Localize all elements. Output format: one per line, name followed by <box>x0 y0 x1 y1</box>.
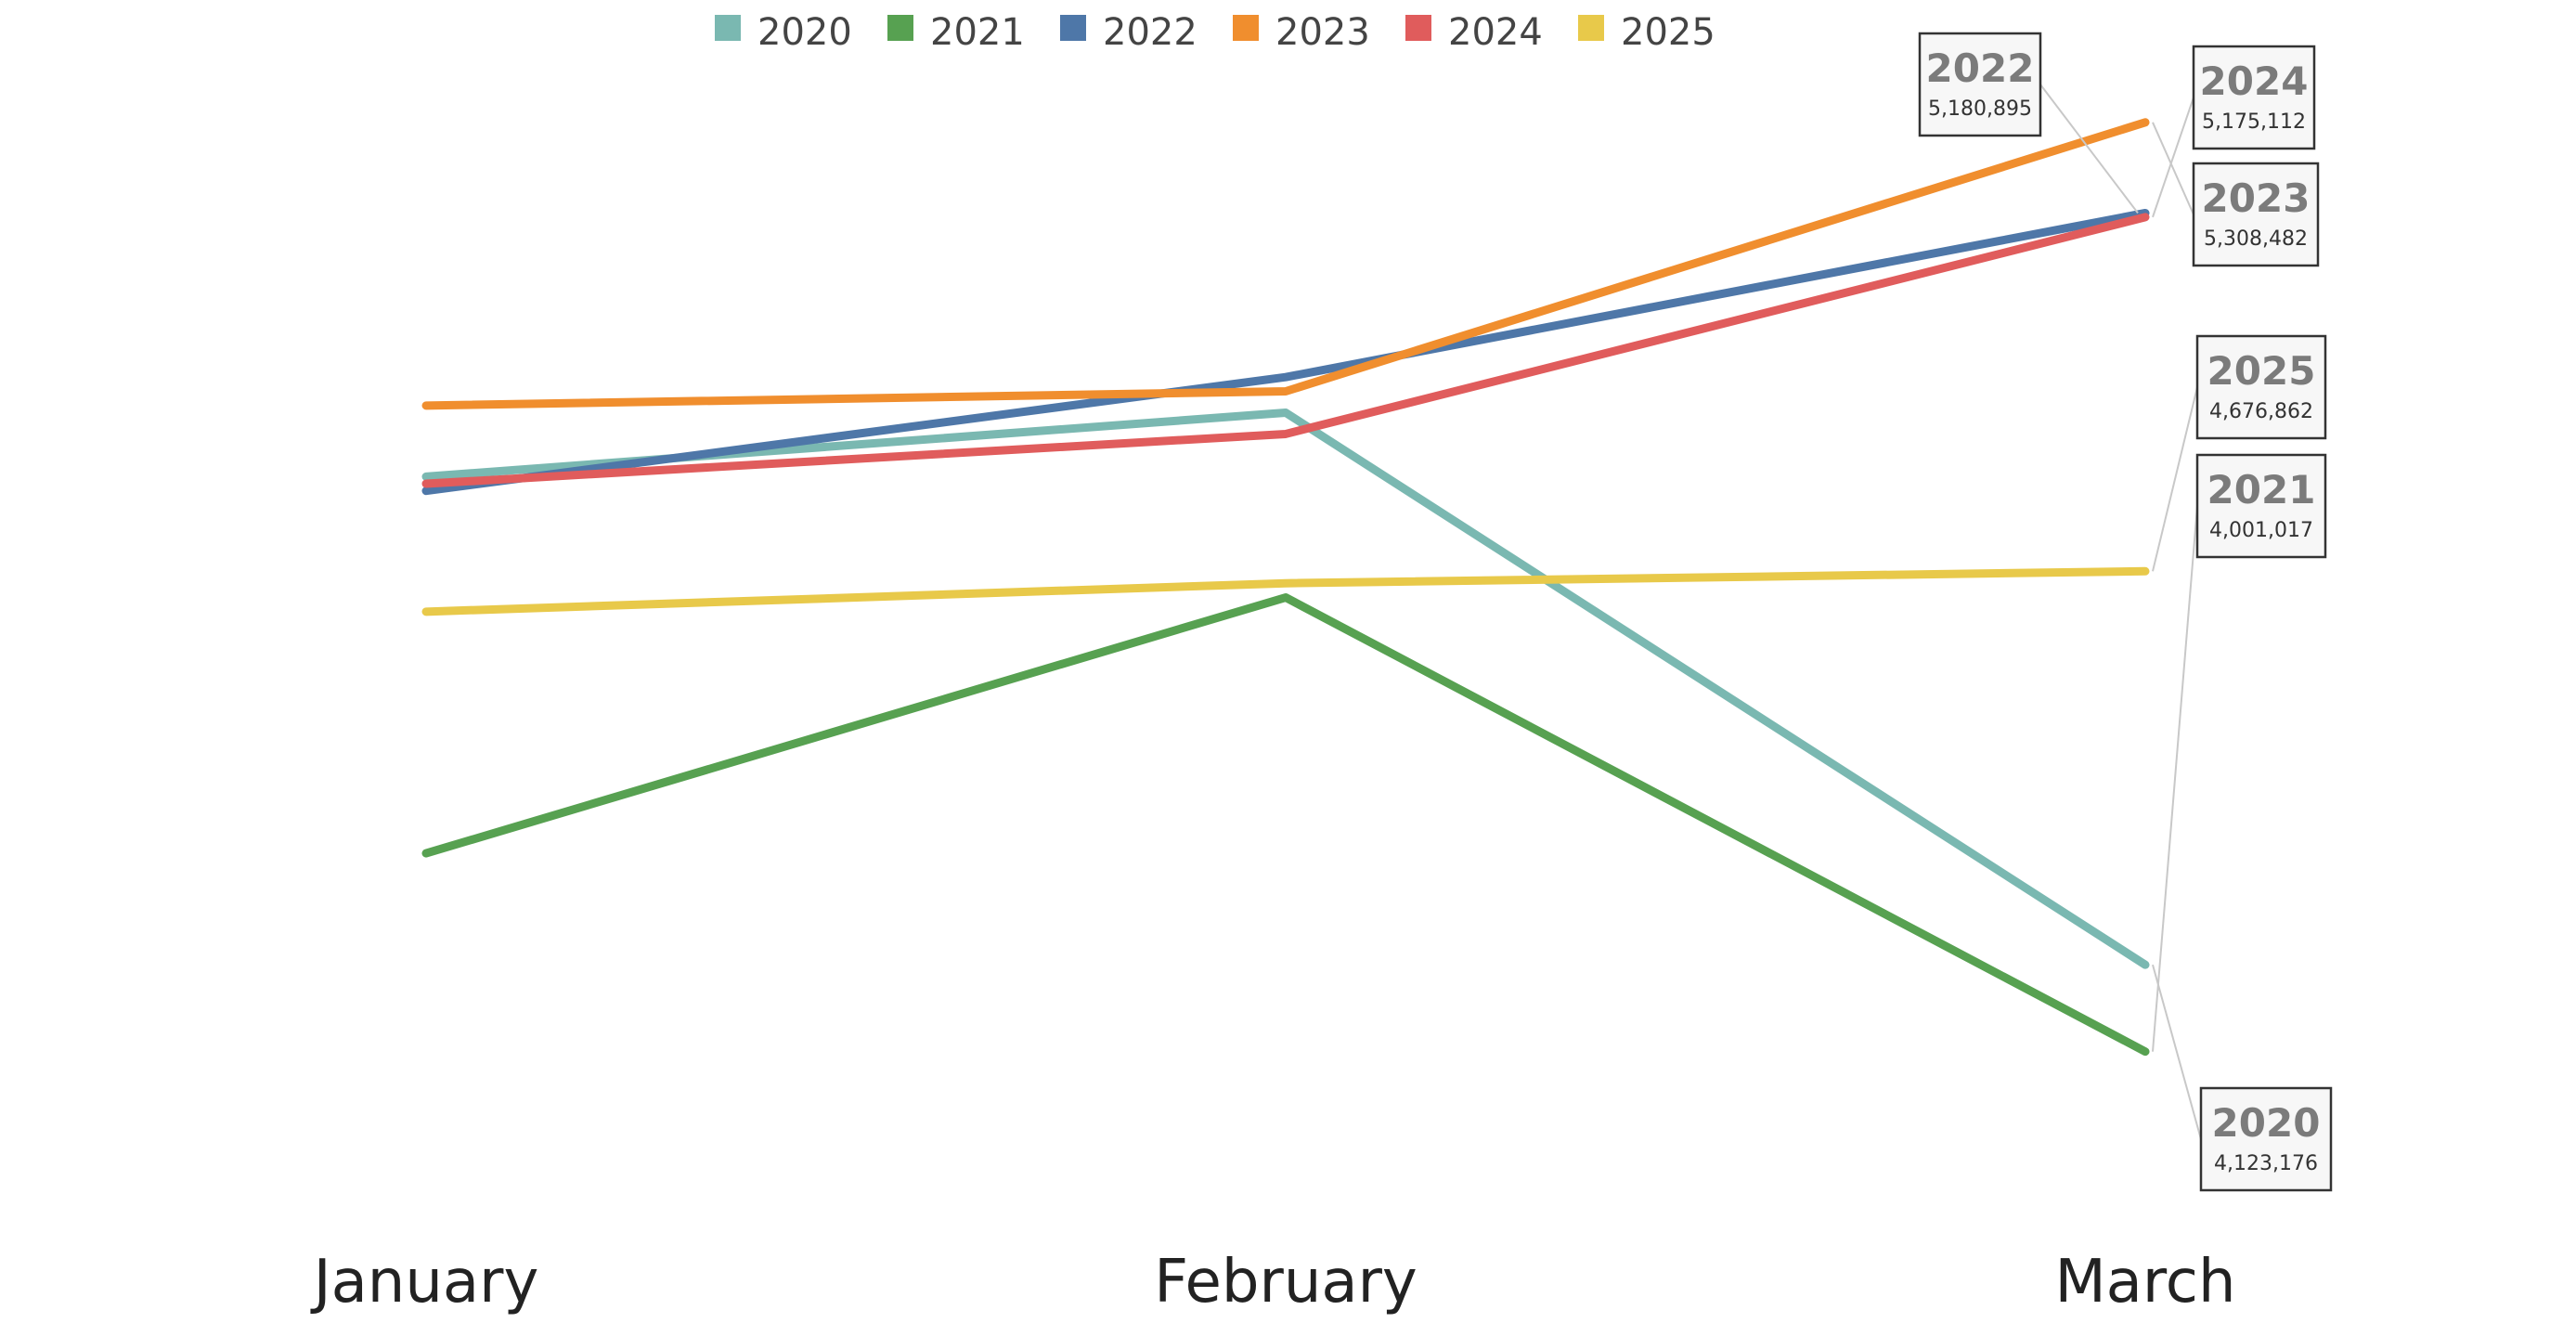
callout-2022: 2022 5,180,895 <box>1918 32 2042 137</box>
series-line-2025 <box>421 566 2150 616</box>
legend: 2020 2021 2022 2023 2024 2025 <box>715 11 1715 54</box>
callout-box <box>2195 453 2327 559</box>
callout-2021: 2021 4,001,017 <box>2195 453 2327 559</box>
legend-label: 2022 <box>1103 11 1197 54</box>
legend-item-2025: 2025 <box>1578 11 1715 54</box>
legend-swatch <box>1578 15 1604 41</box>
callout-box <box>1918 32 2042 137</box>
callout-2025: 2025 4,676,862 <box>2195 334 2327 440</box>
series-line-2022 <box>421 208 2150 496</box>
series-lines <box>421 118 2150 1057</box>
legend-item-2023: 2023 <box>1233 11 1370 54</box>
legend-swatch <box>887 15 913 41</box>
legend-item-2020: 2020 <box>715 11 852 54</box>
callout-year: 2024 <box>2200 58 2309 104</box>
callout-value: 4,676,862 <box>2209 400 2313 423</box>
legend-item-2021: 2021 <box>887 11 1025 54</box>
legend-swatch <box>715 15 741 41</box>
callout-leader-2022 <box>2039 84 2139 214</box>
callout-year: 2023 <box>2202 175 2311 221</box>
callout-leader-2020 <box>2152 964 2202 1140</box>
callout-2023: 2023 5,308,482 <box>2192 162 2320 267</box>
series-line-2020 <box>421 408 2150 969</box>
legend-item-2024: 2024 <box>1405 11 1543 54</box>
callout-leader-2023 <box>2152 122 2194 215</box>
legend-label: 2025 <box>1621 11 1715 54</box>
callout-2024: 2024 5,175,112 <box>2192 45 2316 150</box>
callout-value: 5,175,112 <box>2202 110 2306 134</box>
callout-year: 2021 <box>2207 467 2316 512</box>
callout-box <box>2199 1086 2333 1192</box>
series-line-2024 <box>421 213 2150 488</box>
x-tick-label-march: March <box>2054 1248 2235 1317</box>
callout-value: 5,180,895 <box>1928 97 2032 121</box>
callout-box <box>2195 334 2327 440</box>
legend-label: 2020 <box>757 11 852 54</box>
legend-swatch <box>1060 15 1086 41</box>
legend-item-2022: 2022 <box>1060 11 1197 54</box>
x-axis: January February March <box>310 1248 2236 1317</box>
callout-year: 2020 <box>2212 1100 2321 1146</box>
callout-leader-2025 <box>2152 386 2198 572</box>
callout-leaders <box>2039 84 2202 1140</box>
callout-value: 4,123,176 <box>2214 1152 2318 1175</box>
x-tick-label-february: February <box>1154 1248 1417 1317</box>
callout-leader-2024 <box>2152 97 2194 218</box>
series-line-2023 <box>421 118 2150 410</box>
x-tick-label-january: January <box>310 1248 539 1317</box>
legend-label: 2023 <box>1275 11 1370 54</box>
series-line-2021 <box>421 593 2150 1057</box>
callout-box <box>2192 45 2316 150</box>
callout-value: 5,308,482 <box>2204 227 2308 251</box>
callout-year: 2022 <box>1926 45 2035 91</box>
callout-value: 4,001,017 <box>2209 519 2313 542</box>
legend-label: 2021 <box>930 11 1025 54</box>
callouts: 20225,180,89520245,175,11220235,308,4822… <box>1918 32 2333 1192</box>
callout-leader-2021 <box>2152 505 2198 1052</box>
callout-2020: 2020 4,123,176 <box>2199 1086 2333 1192</box>
legend-swatch <box>1405 15 1431 41</box>
legend-label: 2024 <box>1448 11 1543 54</box>
callout-year: 2025 <box>2207 348 2316 394</box>
legend-swatch <box>1233 15 1259 41</box>
callout-box <box>2192 162 2320 267</box>
